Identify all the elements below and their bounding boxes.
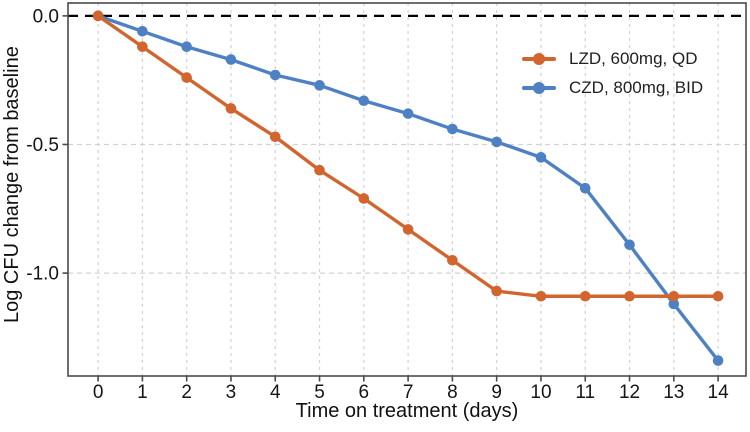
czd-data-point-marker (358, 95, 370, 107)
czd-data-point-marker (137, 25, 148, 37)
y-axis-title: Log CFU change from baseline (1, 46, 23, 323)
x-tick-label: 6 (359, 382, 370, 403)
y-tick-label: -1.0 (26, 264, 59, 285)
lzd-data-point-marker (579, 290, 591, 302)
lzd-series-marker-icon (522, 52, 556, 66)
czd-data-point-marker (535, 152, 547, 163)
lzd-data-point-marker (358, 193, 370, 204)
lzd-data-point-marker (137, 41, 148, 53)
legend-item-lzd: LZD, 600mg, QD (522, 46, 703, 72)
legend-item-czd: CZD, 800mg, BID (522, 75, 703, 101)
lzd-data-point-marker (225, 103, 237, 114)
lzd-data-point-marker (712, 290, 724, 302)
plot-frame (67, 2, 747, 377)
x-tick-label: 0 (93, 382, 104, 403)
x-tick-label: 9 (491, 382, 502, 403)
lzd-data-point-marker (624, 290, 635, 302)
czd-data-point-marker (447, 123, 458, 135)
czd-data-point-marker (668, 298, 680, 310)
lzd-data-point-marker (491, 285, 502, 297)
lzd-data-point-marker (447, 254, 458, 266)
czd-series-marker-icon (522, 81, 556, 95)
czd-data-point-marker (624, 239, 635, 251)
czd-data-point-marker (314, 80, 325, 91)
czd-data-point-marker (269, 69, 281, 81)
x-tick-label: 11 (575, 382, 595, 403)
czd-data-point-marker (402, 108, 414, 119)
lzd-data-point-marker (535, 290, 547, 302)
czd-data-point-marker (712, 355, 724, 366)
lzd-data-point-marker (402, 224, 414, 235)
legend-label-lzd: LZD, 600mg, QD (569, 49, 698, 68)
y-tick-label: -0.5 (26, 135, 59, 156)
lzd-data-point-marker (314, 164, 325, 176)
lzd-data-point-marker (92, 10, 104, 22)
x-tick-label: 7 (403, 382, 414, 403)
czd-data-point-marker (225, 54, 237, 65)
lzd-data-point-marker (668, 290, 680, 302)
legend-label-czd: CZD, 800mg, BID (569, 78, 704, 97)
lzd-data-point-marker (269, 131, 281, 143)
x-tick-label: 13 (663, 382, 684, 403)
x-tick-label: 8 (447, 382, 458, 403)
x-tick-label: 14 (708, 382, 730, 403)
x-tick-label: 10 (530, 382, 551, 403)
x-tick-label: 5 (314, 382, 325, 403)
y-tick-label: 0.0 (33, 6, 59, 27)
x-tick-label: 4 (270, 382, 281, 403)
x-tick-label: 3 (226, 382, 237, 403)
legend: LZD, 600mg, QD CZD, 800mg, BID (522, 46, 703, 101)
lzd-data-point-marker (181, 72, 192, 83)
czd-data-point-marker (491, 136, 502, 148)
czd-data-point-marker (579, 182, 591, 194)
x-tick-label: 1 (137, 382, 148, 403)
czd-data-point-marker (181, 41, 192, 53)
x-tick-label: 2 (181, 382, 192, 403)
x-tick-label: 12 (619, 382, 640, 403)
x-axis-title: Time on treatment (days) (295, 400, 519, 422)
